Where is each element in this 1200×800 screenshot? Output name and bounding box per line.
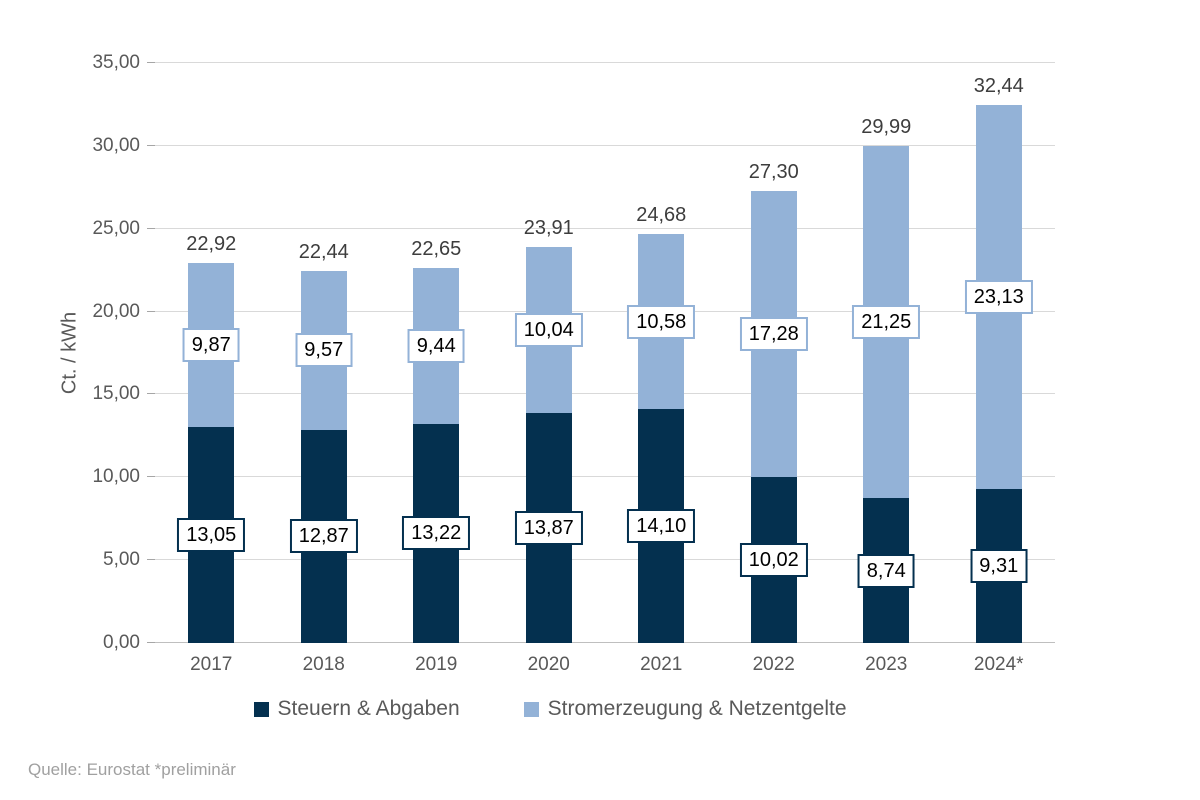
y-tick-mark xyxy=(147,144,155,146)
data-label-stromerzeugung-netzentgelte: 21,25 xyxy=(852,305,921,340)
y-tick-mark xyxy=(147,559,155,561)
total-label: 29,99 xyxy=(861,116,912,139)
bar-group-2023: 8,74 21,25 29,99 2023 xyxy=(852,63,921,675)
data-label-stromerzeugung-netzentgelte: 9,44 xyxy=(407,328,465,363)
y-tick-label: 35,00 xyxy=(92,52,140,73)
data-label-steuern-abgaben: 13,22 xyxy=(402,516,471,551)
x-axis-label-2021: 2021 xyxy=(640,654,683,675)
data-label-steuern-abgaben: 13,87 xyxy=(514,511,583,546)
source-note: Quelle: Eurostat *preliminär xyxy=(28,760,236,779)
data-label-steuern-abgaben: 10,02 xyxy=(739,542,808,577)
total-label: 22,44 xyxy=(298,241,349,264)
legend-item-steuern-abgaben: Steuern & Abgaben xyxy=(253,697,460,721)
bar-group-2024*: 9,31 23,13 32,44 2024* xyxy=(964,63,1033,675)
x-axis-label-2023: 2023 xyxy=(865,654,908,675)
legend-swatch-steuern-abgaben xyxy=(253,701,269,717)
total-label: 32,44 xyxy=(973,75,1024,98)
y-tick-mark xyxy=(147,476,155,478)
data-label-stromerzeugung-netzentgelte: 17,28 xyxy=(739,316,808,351)
data-label-steuern-abgaben: 8,74 xyxy=(857,553,915,588)
y-tick-label: 10,00 xyxy=(92,466,140,488)
bar-group-2021: 14,10 10,58 24,68 2021 xyxy=(627,63,696,675)
y-axis-title: Ct. / kWh xyxy=(58,311,81,395)
x-axis-label-2022: 2022 xyxy=(752,654,795,675)
data-label-stromerzeugung-netzentgelte: 23,13 xyxy=(964,280,1033,315)
gridline-15,00 xyxy=(155,393,1055,395)
y-tick-mark xyxy=(147,227,155,229)
x-axis-label-2017: 2017 xyxy=(190,654,233,675)
y-tick-mark xyxy=(147,62,155,63)
data-label-steuern-abgaben: 14,10 xyxy=(627,509,696,544)
x-axis-label-2024*: 2024* xyxy=(973,654,1024,675)
bar-group-2019: 13,22 9,44 22,65 2019 xyxy=(402,63,471,675)
x-axis-label-2018: 2018 xyxy=(302,654,345,675)
legend-label-steuern-abgaben: Steuern & Abgaben xyxy=(277,697,460,720)
legend-swatch-stromerzeugung-netzentgelte xyxy=(523,701,539,717)
plot-area: 0,00 5,00 10,00 15,00 20,00 25,00 30,00 35,00 13… xyxy=(92,52,1055,675)
y-tick-label: 30,00 xyxy=(92,134,140,156)
gridline-5,00 xyxy=(155,559,1055,561)
gridline-20,00 xyxy=(155,310,1055,312)
y-tick-mark xyxy=(147,393,155,395)
data-label-steuern-abgaben: 13,05 xyxy=(177,517,246,552)
legend-item-stromerzeugung-netzentgelte: Stromerzeugung & Netzentgelte xyxy=(523,697,847,721)
legend: Steuern & Abgaben Stromerzeugung & Netze… xyxy=(0,697,1100,721)
gridline-35,00 xyxy=(155,62,1055,63)
y-tick-label: 5,00 xyxy=(103,549,140,571)
bar-group-2020: 13,87 10,04 23,91 2020 xyxy=(514,63,583,675)
y-tick-label: 25,00 xyxy=(92,217,140,239)
gridline-30,00 xyxy=(155,144,1055,146)
total-label: 22,65 xyxy=(411,237,462,260)
x-axis-label-2019: 2019 xyxy=(415,654,458,675)
bar-group-2018: 12,87 9,57 22,44 2018 xyxy=(289,63,358,675)
total-label: 24,68 xyxy=(636,204,687,227)
y-tick-mark xyxy=(147,642,155,643)
data-label-stromerzeugung-netzentgelte: 10,58 xyxy=(627,304,696,339)
y-tick-label: 20,00 xyxy=(92,300,140,322)
y-tick-label: 15,00 xyxy=(92,383,140,405)
gridline-25,00 xyxy=(155,227,1055,229)
gridline-10,00 xyxy=(155,476,1055,478)
total-label: 22,92 xyxy=(186,233,237,256)
legend-label-stromerzeugung-netzentgelte: Stromerzeugung & Netzentgelte xyxy=(547,697,847,720)
bar-group-2022: 10,02 17,28 27,30 2022 xyxy=(739,63,808,675)
data-label-stromerzeugung-netzentgelte: 9,57 xyxy=(295,333,353,368)
bar-group-2017: 13,05 9,87 22,92 2017 xyxy=(177,63,246,675)
y-tick-mark xyxy=(147,310,155,312)
y-tick-label: 0,00 xyxy=(103,632,140,653)
data-label-steuern-abgaben: 9,31 xyxy=(970,548,1028,583)
gridline-0,00 xyxy=(155,642,1055,643)
total-label: 23,91 xyxy=(523,216,574,239)
total-label: 27,30 xyxy=(748,160,799,183)
data-label-stromerzeugung-netzentgelte: 9,87 xyxy=(182,327,240,362)
data-label-steuern-abgaben: 12,87 xyxy=(289,519,358,554)
data-label-stromerzeugung-netzentgelte: 10,04 xyxy=(514,312,583,347)
x-axis-label-2020: 2020 xyxy=(527,654,570,675)
